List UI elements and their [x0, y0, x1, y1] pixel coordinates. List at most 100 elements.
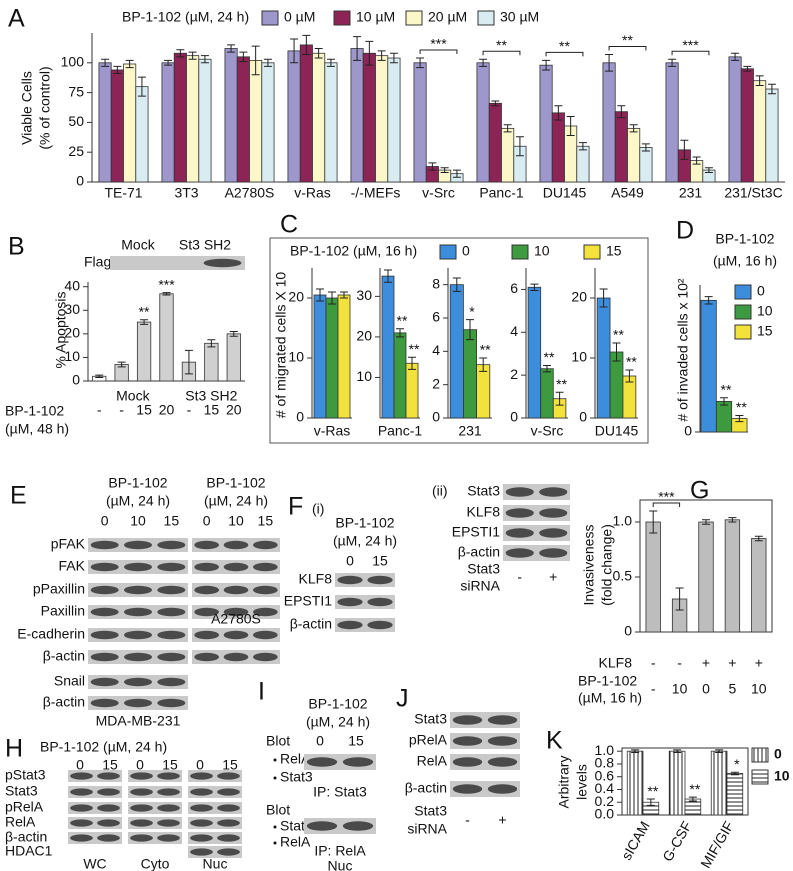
blot-band — [194, 652, 219, 662]
y-tick-label: 0 — [684, 423, 692, 439]
bar — [668, 750, 686, 816]
blot-band — [97, 834, 120, 842]
bar — [715, 400, 733, 433]
blot-band — [194, 630, 219, 640]
blot-band — [223, 540, 249, 550]
y-tick-label: 40 — [64, 277, 80, 293]
bar — [135, 86, 149, 183]
bar — [765, 88, 779, 183]
blot-band — [194, 607, 219, 617]
y-tick-label: 4 — [510, 323, 518, 339]
blot-band — [452, 715, 483, 725]
bar — [724, 519, 741, 633]
row-label: KLF8 — [467, 504, 501, 520]
blot-band — [90, 585, 119, 595]
blot-band — [124, 652, 152, 662]
blot-title: BP-1-102 — [308, 696, 367, 712]
blot-band — [539, 487, 568, 497]
y-tick-label: 10 — [571, 349, 587, 365]
significance: ** — [626, 354, 637, 370]
blot-band — [253, 607, 278, 617]
legend-label: 0 — [774, 746, 782, 762]
row-label: (µM, 16 h) — [578, 690, 642, 706]
bar — [204, 342, 219, 382]
error-bar — [730, 771, 739, 776]
blot-band — [90, 562, 119, 572]
y-tick-label: 25 — [68, 143, 84, 159]
panel-letter: B — [8, 233, 25, 261]
blot-title: (µM, 24 h) — [333, 533, 397, 549]
row-label: β-actin — [458, 544, 500, 560]
fraction-label: Nuc — [203, 856, 228, 871]
row-value: + — [702, 655, 710, 671]
bar — [249, 60, 263, 183]
blot-band — [539, 508, 568, 518]
blot-band — [367, 575, 393, 585]
y-tick-label: 4 — [432, 342, 440, 358]
bracket — [652, 502, 681, 507]
bar — [740, 68, 754, 183]
legend-label: 10 — [757, 303, 773, 319]
significance: ** — [647, 783, 658, 799]
row-label: FAK — [59, 558, 86, 574]
error-bar — [184, 349, 193, 375]
row-dot — [273, 825, 277, 829]
bar — [299, 44, 313, 183]
error-bar — [599, 288, 608, 308]
lane-label: - — [465, 812, 470, 828]
error-bar — [117, 361, 126, 368]
y-tick-label: 0.8 — [595, 755, 615, 771]
row-value: 10 — [672, 681, 688, 697]
row-label: Stat3 — [5, 783, 38, 799]
bar — [226, 333, 241, 382]
row-label: RelA — [280, 751, 311, 767]
y-axis-label: # of migrated cells X 10 — [273, 272, 289, 419]
legend-label: 10 — [534, 243, 550, 259]
significance: ** — [409, 341, 420, 357]
bar — [609, 351, 624, 419]
error-bar — [200, 55, 209, 64]
lane-label: 0 — [316, 733, 324, 749]
blot-band — [253, 540, 278, 550]
row-label: β-actin — [43, 648, 85, 664]
error-bar — [396, 328, 404, 338]
panel-letter: D — [676, 217, 694, 245]
row-label: β-actin — [5, 829, 47, 845]
y-axis-label: Invasiveness — [581, 525, 597, 606]
error-bar — [491, 100, 500, 107]
blot-band — [452, 736, 483, 746]
row-value: + — [755, 655, 763, 671]
error-bar — [543, 365, 551, 373]
x-tick-label: 20 — [159, 402, 175, 418]
lane-label: 15 — [102, 757, 118, 773]
bar — [313, 294, 327, 419]
y-tick-label: 6 — [432, 309, 440, 325]
blot-band — [194, 562, 219, 572]
y-tick-label: 0 — [296, 409, 304, 425]
blot-band — [157, 607, 186, 617]
group-label: St3 SH2 — [185, 388, 237, 404]
legend-title: BP-1-102 (µM, 24 h) — [122, 9, 249, 25]
blot-band — [505, 548, 534, 558]
blot-band — [90, 652, 119, 662]
error-bar — [416, 57, 425, 69]
blot-band — [130, 772, 153, 780]
bar — [639, 147, 653, 183]
error-bar — [188, 51, 197, 60]
legend-swatch — [439, 244, 457, 260]
error-bar — [617, 105, 626, 119]
x-tick-label: 3T3 — [174, 185, 198, 201]
row-label: KLF8 — [599, 655, 633, 671]
significance: * — [469, 303, 475, 319]
error-bar — [612, 342, 621, 362]
error-bar — [440, 167, 449, 173]
row-label: Stat3 — [467, 483, 500, 499]
error-bar — [328, 291, 336, 305]
blot-band — [217, 834, 240, 842]
bar — [413, 62, 427, 183]
significance: ** — [613, 327, 624, 343]
blot-band — [90, 607, 119, 617]
error-bar — [641, 143, 650, 152]
significance: *** — [430, 36, 447, 52]
treatment-label: siRNA — [407, 821, 447, 837]
